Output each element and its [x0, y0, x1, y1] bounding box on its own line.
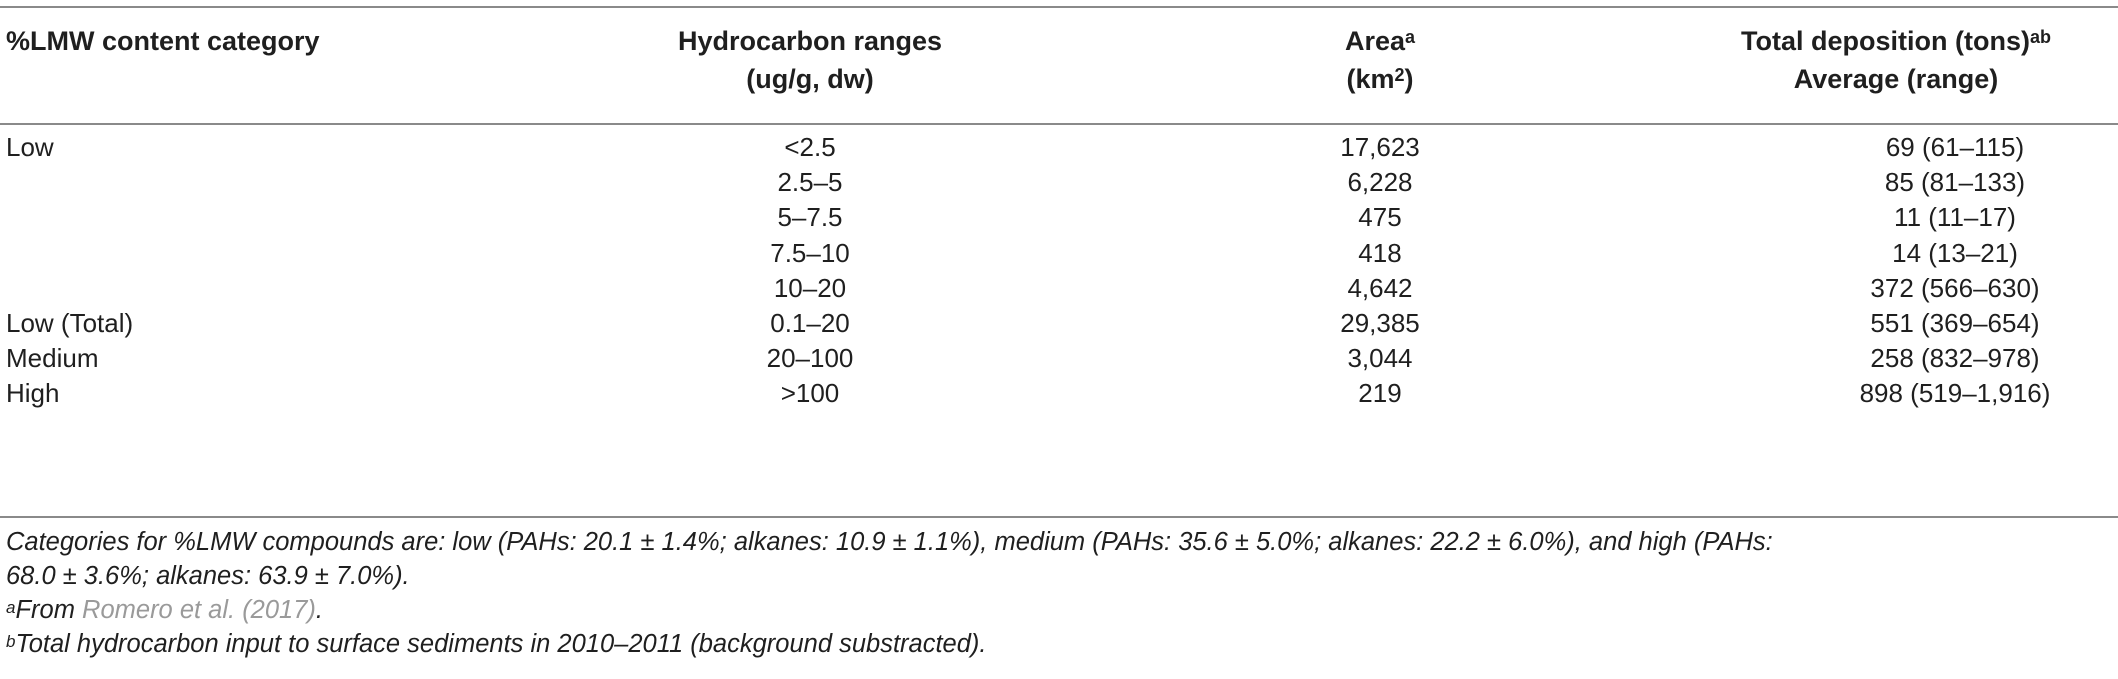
- footnote-a: aFrom Romero et al. (2017).: [6, 593, 2106, 627]
- table-row: 5–7.5 475 11 (11–17): [0, 200, 2118, 235]
- footnote-a-marker: a: [6, 598, 16, 617]
- footnote-b-marker: b: [6, 632, 16, 651]
- table-row: 10–20 4,642 372 (566–630): [0, 271, 2118, 306]
- row-range: <2.5: [784, 132, 836, 162]
- row-deposition: 14 (13–21): [1892, 237, 2018, 268]
- row-deposition: 551 (369–654): [1870, 308, 2040, 338]
- row-area: 29,385: [1340, 308, 1420, 338]
- header-total-deposition-title: Total deposition (tons): [1741, 26, 2030, 56]
- footnote-a-suffix: .: [315, 596, 323, 624]
- footnote-categories-line1: Categories for %LMW compounds are: low (…: [6, 528, 1773, 556]
- header-total-deposition-footnote-marker: ab: [2029, 27, 2051, 47]
- row-deposition: 69 (61–115): [1885, 132, 2025, 162]
- row-range: 2.5–5: [777, 167, 843, 198]
- header-area-unit-exponent: 2: [1394, 65, 1405, 85]
- row-area: 219: [1358, 378, 1402, 409]
- table-row: 2.5–5 6,228 85 (81–133): [0, 165, 2118, 200]
- footnote-a-prefix: From: [15, 596, 83, 624]
- table-row: 7.5–10 418 14 (13–21): [0, 236, 2118, 271]
- row-area: 4,642: [1347, 272, 1413, 303]
- row-category: Medium: [6, 343, 99, 374]
- row-area: 3,044: [1347, 343, 1413, 374]
- row-range: 0.1–20: [770, 308, 850, 338]
- table-footnotes: Categories for %LMW compounds are: low (…: [6, 525, 2106, 661]
- footnote-b-text: Total hydrocarbon input to surface sedim…: [15, 630, 987, 658]
- table-row: Medium 20–100 3,044 258 (832–978): [0, 341, 2118, 376]
- header-hydrocarbon-ranges-title: Hydrocarbon ranges: [677, 26, 943, 56]
- table-row: Low (Total) 0.1–20 29,385 551 (369–654): [0, 306, 2118, 341]
- table-row: Low <2.5 17,623 69 (61–115): [0, 130, 2118, 165]
- header-total-deposition-subtitle: Average (range): [1793, 64, 1999, 94]
- row-area: 6,228: [1347, 167, 1413, 198]
- row-deposition: 11 (11–17): [1894, 202, 2016, 233]
- table-bottom-rule: [0, 516, 2118, 518]
- row-deposition: 85 (81–133): [1884, 167, 2026, 198]
- row-area: 418: [1358, 237, 1402, 268]
- row-range: 5–7.5: [777, 202, 843, 233]
- row-deposition: 258 (832–978): [1870, 343, 2040, 374]
- header-area-unit-open: (km: [1346, 64, 1395, 94]
- footnote-b: bTotal hydrocarbon input to surface sedi…: [6, 627, 2106, 661]
- row-deposition: 372 (566–630): [1870, 272, 2040, 303]
- header-hydrocarbon-ranges-unit: (ug/g, dw): [746, 64, 874, 94]
- row-range: 10–20: [773, 272, 847, 303]
- footnote-a-reference-link[interactable]: Romero et al. (2017): [82, 596, 316, 624]
- header-total-deposition: Total deposition (tons)ab Average (range…: [1686, 22, 2106, 98]
- header-area-title: Area: [1344, 26, 1406, 56]
- row-range: >100: [780, 378, 840, 409]
- header-area-unit-close: ): [1404, 64, 1414, 94]
- header-area: Areaa (km2): [1230, 22, 1530, 98]
- header-category: %LMW content category: [6, 26, 320, 56]
- footnote-categories: Categories for %LMW compounds are: low (…: [6, 525, 2106, 593]
- footnote-categories-line2: 68.0 ± 3.6%; alkanes: 63.9 ± 7.0%).: [6, 562, 410, 590]
- table-row: High >100 219 898 (519–1,916): [0, 376, 2118, 411]
- row-deposition: 898 (519–1,916): [1859, 378, 2051, 409]
- header-rule: [0, 123, 2118, 125]
- table-top-rule: [0, 6, 2118, 8]
- header-area-footnote-marker: a: [1405, 27, 1416, 47]
- row-range: 20–100: [766, 343, 854, 374]
- row-category: Low (Total): [6, 308, 134, 338]
- row-area: 17,623: [1340, 132, 1420, 162]
- row-area: 475: [1358, 202, 1402, 233]
- row-category: Low: [6, 132, 54, 162]
- row-range: 7.5–10: [770, 237, 850, 268]
- header-hydrocarbon-ranges: Hydrocarbon ranges (ug/g, dw): [560, 22, 1060, 98]
- row-category: High: [6, 378, 60, 409]
